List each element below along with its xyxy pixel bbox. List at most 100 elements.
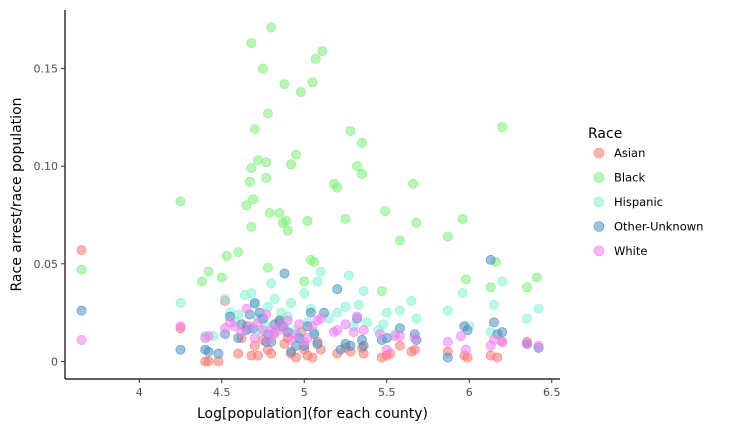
point-hispanic bbox=[353, 299, 364, 310]
point-white bbox=[522, 338, 532, 349]
point-white bbox=[461, 344, 471, 355]
point-other-unknown bbox=[305, 307, 316, 318]
point-black bbox=[246, 38, 257, 49]
point-black bbox=[266, 22, 277, 33]
point-white bbox=[315, 313, 326, 324]
point-hispanic bbox=[381, 307, 392, 318]
point-black bbox=[249, 124, 260, 134]
point-black bbox=[282, 225, 293, 236]
point-white bbox=[263, 335, 273, 345]
legend-key-asian bbox=[593, 147, 605, 159]
point-white bbox=[375, 329, 386, 339]
point-hispanic bbox=[406, 296, 417, 306]
point-other-unknown bbox=[203, 346, 214, 357]
legend-label-black: Black bbox=[614, 171, 645, 185]
point-black bbox=[340, 214, 351, 224]
point-black bbox=[411, 217, 422, 228]
point-black bbox=[291, 149, 301, 160]
point-white bbox=[236, 327, 247, 338]
point-black bbox=[233, 247, 244, 257]
x-axis-title: Log[population](for each county) bbox=[197, 406, 428, 422]
point-black bbox=[264, 208, 275, 218]
point-other-unknown bbox=[332, 284, 343, 295]
legend: Race Asian Black Hispanic Other-Unknown Whit… bbox=[588, 126, 703, 258]
x-tick-label: 4.5 bbox=[213, 386, 231, 399]
y-tick-label: 0.15 bbox=[34, 63, 59, 76]
point-other-unknown bbox=[358, 340, 369, 351]
point-asian bbox=[253, 350, 263, 361]
point-black bbox=[345, 126, 356, 136]
point-black bbox=[332, 182, 343, 193]
x-tick-label: 5 bbox=[301, 386, 308, 399]
point-black bbox=[197, 276, 207, 287]
point-hispanic bbox=[315, 266, 326, 277]
point-black bbox=[309, 256, 320, 267]
point-hispanic bbox=[246, 288, 257, 298]
point-white bbox=[203, 331, 214, 341]
point-black bbox=[307, 77, 318, 88]
point-white bbox=[381, 344, 392, 355]
legend-label-white: White bbox=[614, 244, 647, 258]
point-black bbox=[246, 221, 257, 232]
point-black bbox=[253, 155, 263, 166]
point-white bbox=[258, 325, 268, 336]
point-white bbox=[282, 315, 293, 326]
point-white bbox=[456, 331, 466, 341]
point-black bbox=[274, 208, 285, 218]
point-hispanic bbox=[358, 286, 369, 297]
point-other-unknown bbox=[76, 305, 87, 316]
point-white bbox=[279, 325, 290, 336]
point-asian bbox=[203, 356, 214, 367]
legend-label-asian: Asian bbox=[614, 146, 645, 160]
point-hispanic bbox=[497, 276, 508, 287]
legend-key-white bbox=[593, 245, 605, 257]
point-hispanic bbox=[343, 270, 354, 281]
point-black bbox=[263, 262, 273, 273]
point-white bbox=[358, 325, 369, 336]
x-tick-label: 4 bbox=[136, 386, 143, 399]
point-black bbox=[352, 161, 362, 172]
point-white bbox=[489, 335, 499, 345]
point-white bbox=[533, 340, 544, 351]
point-white bbox=[175, 321, 186, 332]
point-hispanic bbox=[442, 305, 453, 316]
point-hispanic bbox=[286, 297, 296, 308]
y-tick-label: 0.10 bbox=[34, 160, 59, 173]
point-black bbox=[408, 178, 419, 189]
point-black bbox=[261, 173, 272, 183]
point-white bbox=[352, 311, 362, 322]
point-hispanic bbox=[395, 305, 405, 316]
point-hispanic bbox=[522, 313, 532, 324]
point-hispanic bbox=[266, 278, 277, 289]
point-black bbox=[261, 157, 272, 168]
point-black bbox=[175, 196, 186, 207]
point-white bbox=[261, 309, 272, 320]
point-hispanic bbox=[175, 297, 186, 308]
point-black bbox=[522, 282, 532, 293]
x-ticks: 4 4.5 5 5.5 6 6.5 bbox=[136, 379, 561, 399]
point-hispanic bbox=[533, 303, 544, 314]
point-black bbox=[317, 46, 328, 56]
point-hispanic bbox=[220, 294, 230, 304]
point-white bbox=[332, 325, 343, 336]
x-tick-label: 6.5 bbox=[543, 386, 561, 399]
point-black bbox=[532, 272, 542, 283]
point-black bbox=[203, 266, 214, 277]
point-white bbox=[497, 337, 508, 347]
point-black bbox=[258, 63, 268, 74]
point-black bbox=[380, 206, 390, 216]
point-black bbox=[302, 215, 313, 226]
point-hispanic bbox=[378, 319, 389, 330]
point-other-unknown bbox=[485, 255, 496, 265]
point-black bbox=[442, 231, 453, 242]
point-asian bbox=[492, 352, 503, 363]
point-black bbox=[299, 276, 310, 287]
point-white bbox=[249, 333, 260, 343]
point-other-unknown bbox=[345, 340, 356, 351]
point-other-unknown bbox=[442, 352, 453, 363]
point-white bbox=[291, 329, 301, 339]
point-white bbox=[340, 319, 351, 330]
point-hispanic bbox=[233, 309, 244, 320]
point-hispanic bbox=[332, 307, 343, 318]
point-black bbox=[241, 200, 252, 211]
